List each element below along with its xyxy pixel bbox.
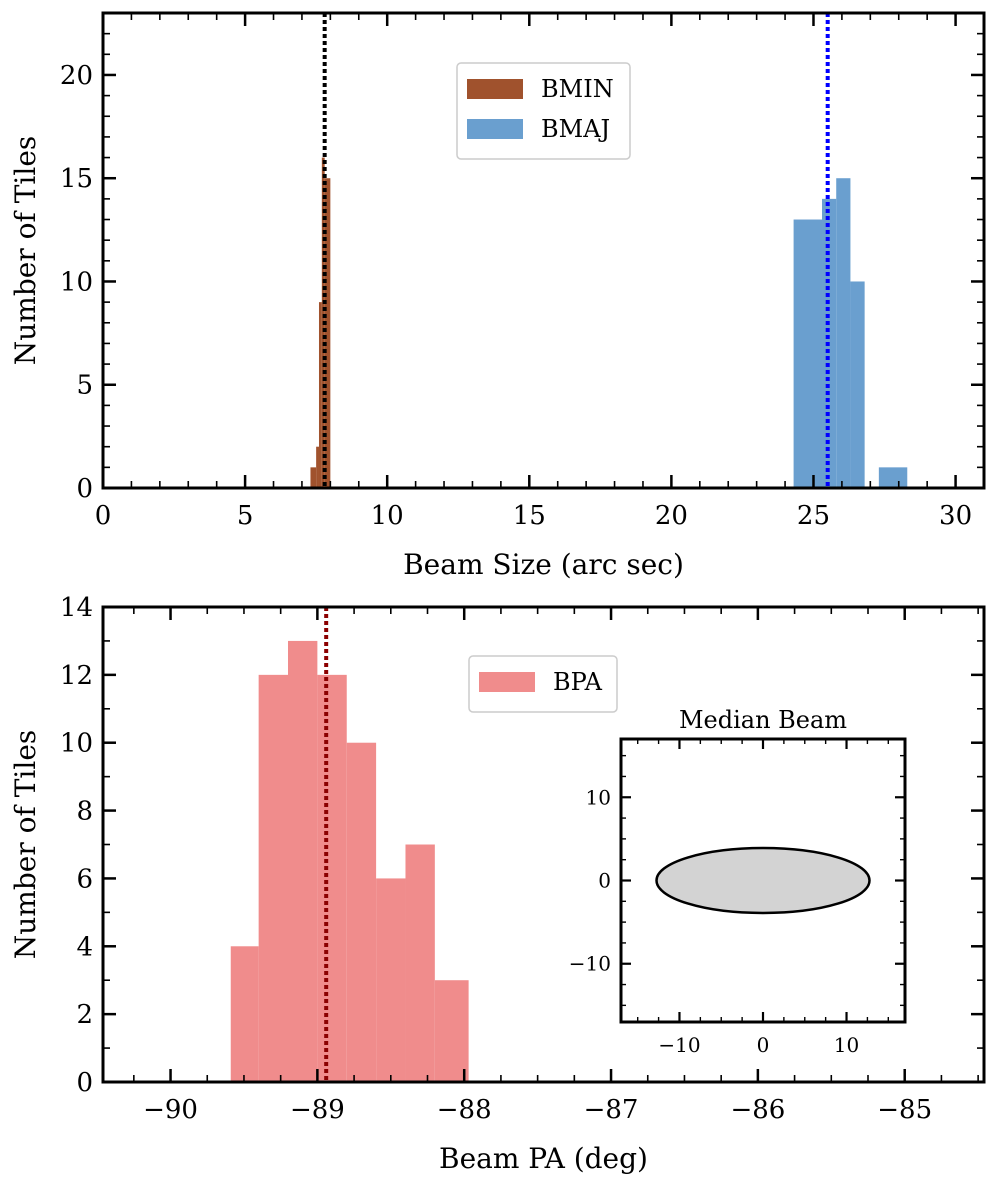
inset-y-tick-label: 0 [598, 869, 611, 893]
y-tick-label: 0 [76, 1068, 93, 1098]
legend-label-bmaj: BMAJ [541, 115, 610, 143]
inset-x-tick-label: −10 [658, 1033, 700, 1057]
y-tick-label: 15 [60, 164, 93, 194]
series-bmin [310, 157, 331, 488]
y-tick-label: 12 [60, 661, 93, 691]
bar-bmaj-5 [878, 467, 908, 488]
x-tick-label: 30 [939, 501, 972, 531]
inset-title: Median Beam [679, 706, 847, 734]
beam-size-histogram: 0 5 10 15 20 25 30 0 5 10 15 20 Beam Size (arc sec) N… [9, 11, 986, 581]
bar-bmaj-2 [836, 178, 851, 488]
x-tick-label: 20 [655, 501, 688, 531]
inset-y-tick-label: −10 [569, 952, 611, 976]
legend-label-bmin: BMIN [541, 75, 614, 103]
bar-bpa-0 [230, 946, 259, 1082]
bar-bpa-7 [434, 980, 469, 1082]
bar-bmaj-0 [793, 219, 823, 489]
bar-bmin-0 [310, 467, 317, 488]
y-tick-label: 5 [76, 371, 93, 401]
median-beam-inset: −10 0 10 −10 0 10 Median Beam [569, 706, 907, 1057]
legend-swatch-bpa [479, 672, 535, 692]
legend-swatch-bmin [467, 79, 523, 99]
bar-bpa-1 [258, 674, 289, 1082]
x-tick-label: −88 [437, 1095, 492, 1125]
bar-bmin-1 [316, 446, 319, 488]
legend-box [468, 655, 618, 713]
median-beam-ellipse [655, 846, 871, 915]
bar-bpa-3 [317, 674, 347, 1082]
y-axis-label: Number of Tiles [9, 730, 42, 960]
series-bmaj [793, 178, 908, 489]
x-tick-label: −90 [143, 1095, 198, 1125]
y-tick-label: 20 [60, 61, 93, 91]
x-tick-label: 5 [237, 501, 254, 531]
x-tick-label: 15 [513, 501, 546, 531]
y-tick-label: 10 [60, 267, 93, 297]
x-tick-label: −86 [730, 1095, 785, 1125]
y-axis-label: Number of Tiles [9, 136, 42, 366]
legend-swatch-bmaj [467, 119, 523, 139]
y-tick-label: 8 [76, 797, 93, 827]
x-tick-label: 10 [371, 501, 404, 531]
bar-bpa-5 [376, 878, 406, 1082]
bar-bpa-4 [346, 742, 377, 1082]
bar-bpa-2 [288, 640, 318, 1082]
y-tick-label: 0 [76, 474, 93, 504]
x-tick-label: −87 [584, 1095, 639, 1125]
inset-x-tick-label: 10 [834, 1033, 859, 1057]
bar-bpa-6 [405, 844, 435, 1082]
x-axis-label: Beam PA (deg) [439, 1142, 648, 1175]
y-tick-label: 2 [76, 1000, 93, 1030]
y-tick-label: 6 [76, 864, 93, 894]
legend-label-bpa: BPA [553, 668, 603, 696]
y-tick-label: 4 [76, 932, 93, 962]
legend: BMIN BMAJ [456, 62, 631, 160]
beam-pa-histogram: −90 −89 −88 −87 −86 −85 0 2 4 6 8 10 12 14 Beam PA (de… [9, 593, 986, 1175]
x-tick-label: −89 [290, 1095, 345, 1125]
x-axis-label: Beam Size (arc sec) [403, 548, 684, 581]
inset-x-tick-label: 0 [757, 1033, 770, 1057]
x-tick-label: 25 [797, 501, 830, 531]
series-bpa [230, 640, 469, 1082]
bar-bmin-4 [324, 178, 331, 488]
axes-frame [101, 11, 986, 490]
inset-y-tick-label: 10 [586, 785, 611, 809]
bar-bmaj-3 [850, 281, 865, 488]
x-tick-label: −85 [877, 1095, 932, 1125]
y-tick-label: 14 [60, 593, 93, 623]
y-tick-label: 10 [60, 729, 93, 759]
bar-bmin-2 [318, 302, 322, 488]
x-tick-label: 0 [95, 501, 112, 531]
legend: BPA [468, 655, 618, 713]
